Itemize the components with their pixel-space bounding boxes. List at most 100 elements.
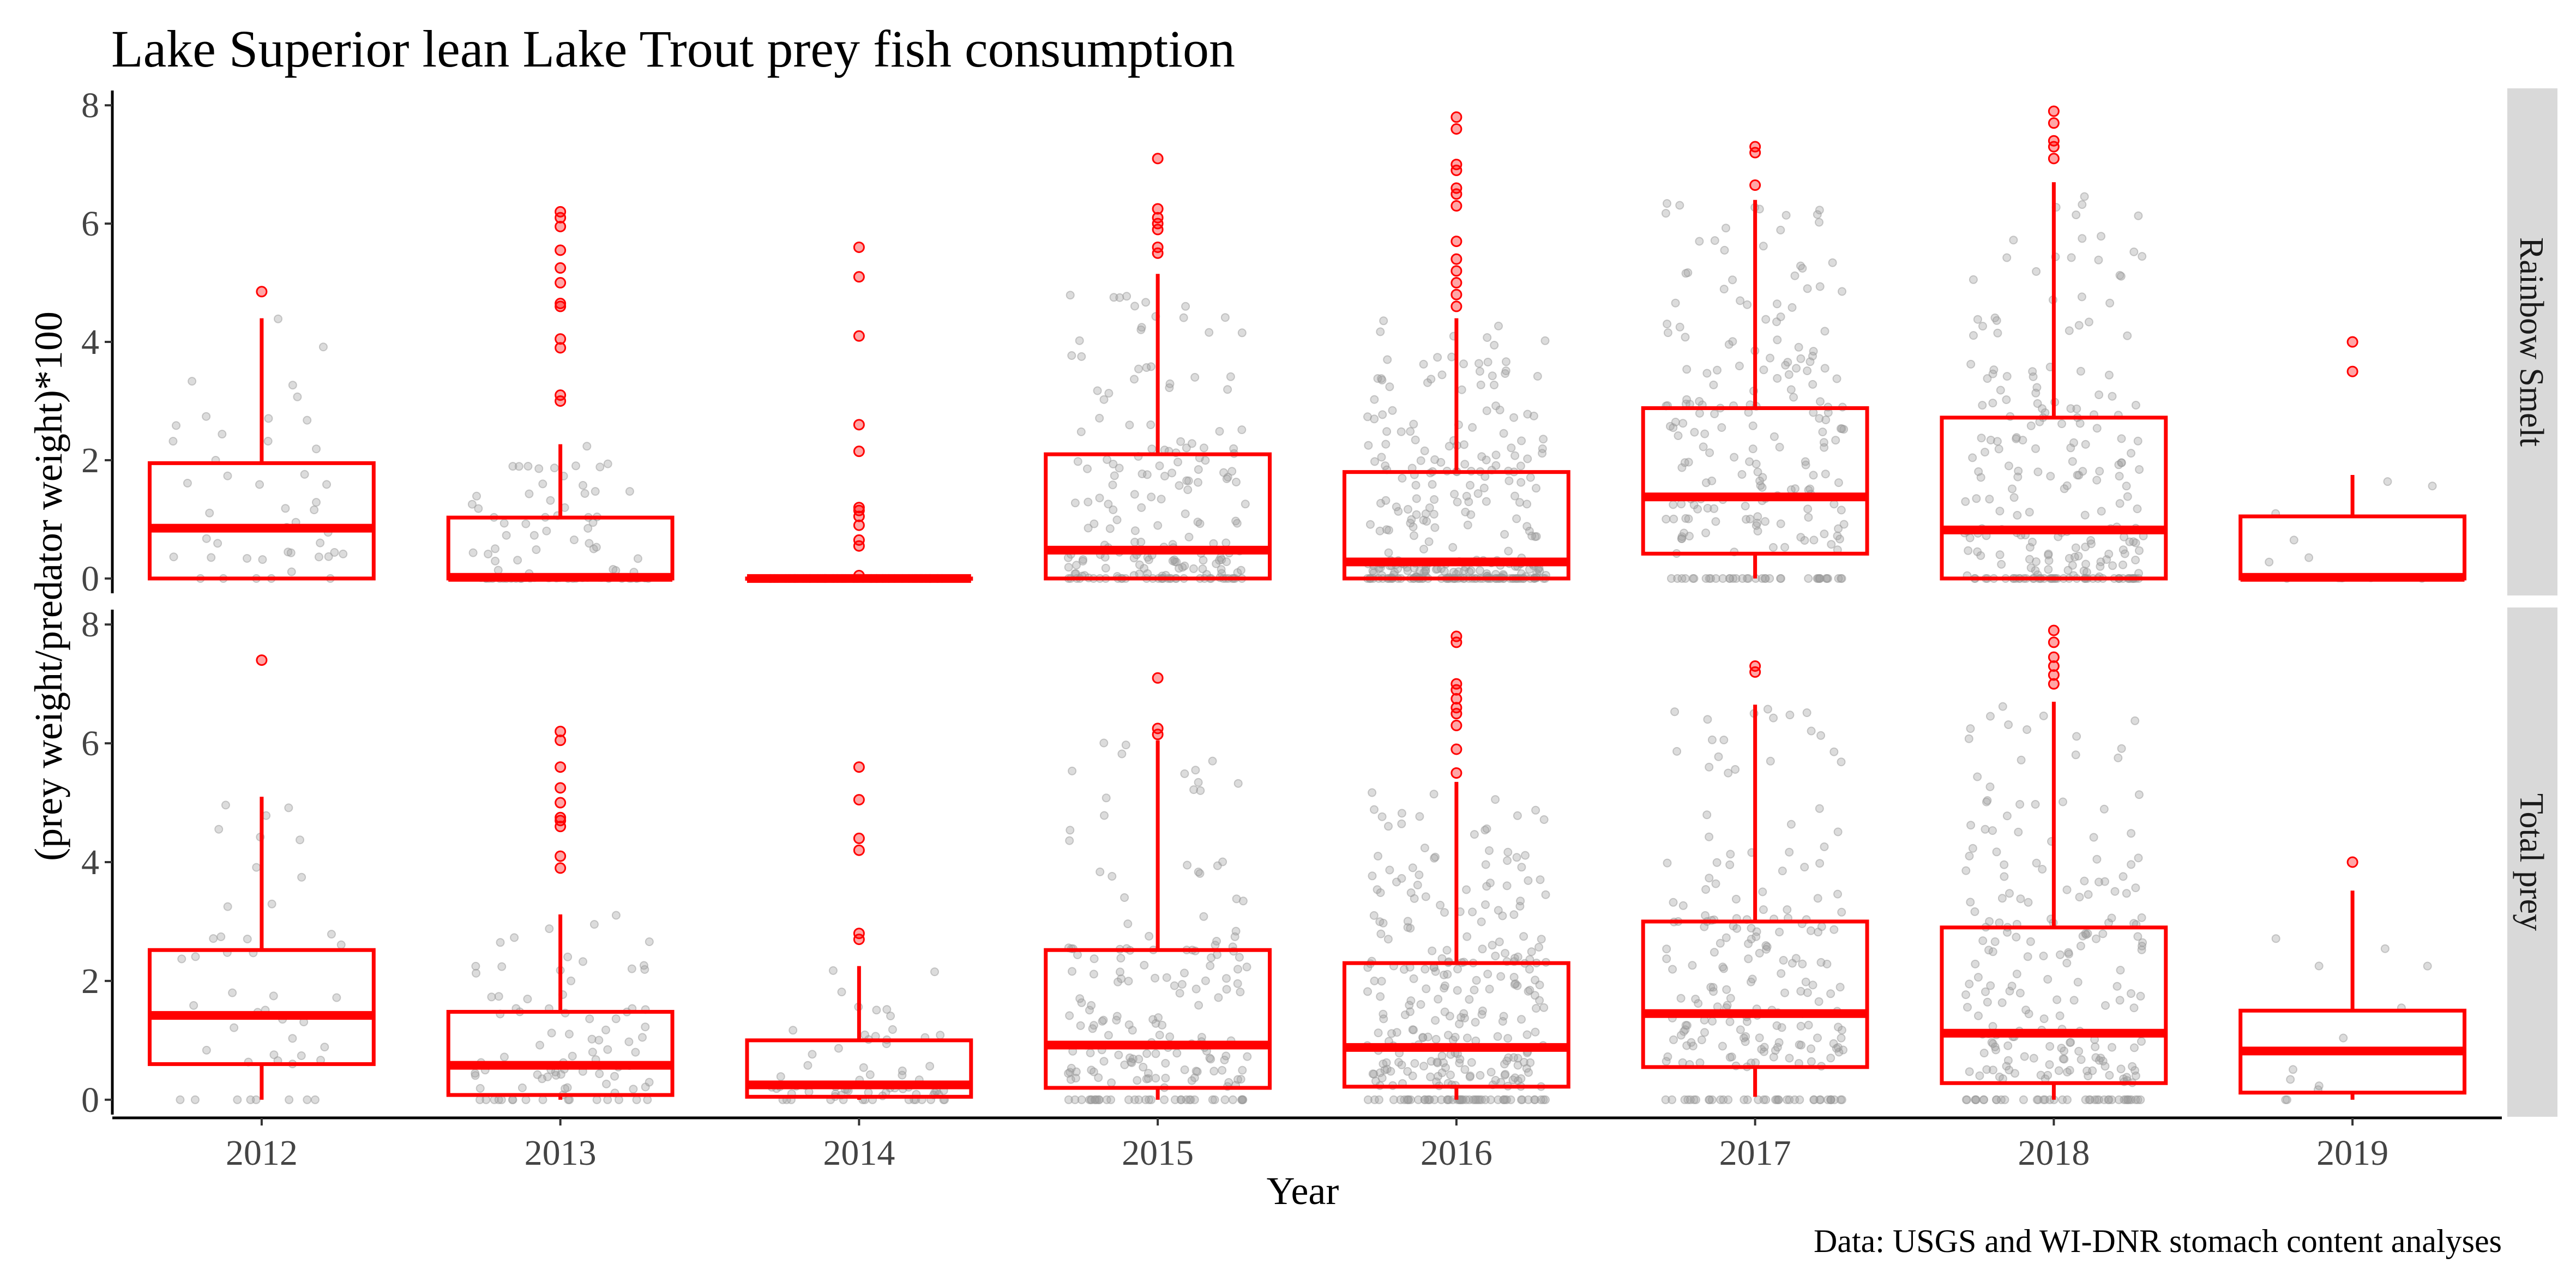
jitter-point (563, 1083, 572, 1092)
jitter-point (2127, 449, 2135, 458)
jitter-point (1137, 503, 1146, 512)
jitter-point (1787, 959, 1797, 968)
jitter-point (2108, 561, 2117, 570)
jitter-point (1681, 269, 1690, 278)
jitter-point (1820, 529, 1829, 539)
jitter-point (2057, 419, 2066, 429)
box-2014 (745, 241, 973, 583)
jitter-point (571, 461, 580, 471)
jitter-point (1700, 922, 1709, 931)
jitter-point (1661, 209, 1670, 218)
jitter-point (629, 1085, 638, 1094)
jitter-point (1440, 908, 1449, 917)
jitter-point (2068, 561, 2077, 570)
jitter-point (1075, 994, 1085, 1003)
jitter-point (2095, 467, 2104, 476)
jitter-point (324, 552, 333, 561)
jitter-point (1969, 331, 1978, 340)
jitter-point (1406, 1095, 1415, 1104)
jitter-point (1772, 299, 1781, 309)
jitter-point (1703, 715, 1712, 724)
jitter-point (1773, 374, 1782, 383)
jitter-point (2137, 913, 2146, 922)
jitter-point (1736, 296, 1745, 305)
jitter-point (1815, 218, 1823, 227)
jitter-point (1525, 985, 1534, 995)
jitter-point (1535, 980, 1544, 990)
jitter-point (2118, 872, 2128, 881)
jitter-point (1379, 918, 1388, 928)
jitter-point (1488, 371, 1497, 381)
jitter-point (1105, 524, 1115, 533)
y-tick-label: 8 (81, 605, 99, 645)
jitter-point (1985, 917, 1994, 926)
jitter-point (1130, 526, 1140, 535)
jitter-point (1096, 867, 1105, 876)
jitter-point (1064, 1069, 1073, 1078)
jitter-point (2004, 720, 2013, 729)
jitter-point (2130, 1043, 2139, 1052)
jitter-point (1207, 953, 1216, 962)
jitter-point (285, 1095, 294, 1104)
jitter-point (1740, 1095, 1749, 1104)
jitter-point (1180, 561, 1189, 570)
jitter-point (2138, 252, 2147, 261)
jitter-point (1238, 1066, 1247, 1075)
jitter-point (336, 940, 346, 949)
jitter-point (2076, 941, 2085, 950)
jitter-point (1490, 381, 1498, 389)
jitter-point (263, 437, 273, 446)
jitter-point (601, 1025, 610, 1034)
outlier-point (853, 502, 865, 514)
jitter-point (1429, 790, 1439, 799)
jitter-point (803, 1061, 812, 1070)
jitter-point (888, 1025, 897, 1034)
box-2016 (1342, 111, 1570, 583)
jitter-point (1981, 824, 1990, 834)
jitter-point (2043, 1070, 2053, 1080)
jitter-point (1388, 406, 1397, 415)
jitter-point (1170, 981, 1179, 990)
jitter-point (1736, 1025, 1745, 1034)
jitter-point (2039, 952, 2048, 961)
jitter-point (1805, 484, 1815, 493)
jitter-point (1719, 285, 1729, 294)
jitter-point (1826, 989, 1835, 998)
jitter-point (1155, 461, 1164, 471)
jitter-point (189, 1001, 198, 1010)
jitter-point (1117, 974, 1126, 983)
jitter-point (476, 1084, 485, 1093)
jitter-point (1130, 302, 1139, 311)
jitter-point (1534, 943, 1543, 952)
outlier-point (1152, 723, 1164, 735)
jitter-point (1238, 896, 1248, 906)
jitter-point (1525, 965, 1534, 974)
jitter-point (633, 554, 642, 563)
jitter-point (2078, 234, 2087, 243)
jitter-point (1525, 526, 1534, 535)
jitter-point (1196, 786, 1205, 795)
jitter-point (1397, 427, 1406, 436)
jitter-point (1153, 521, 1163, 530)
outlier-point (2048, 117, 2060, 129)
jitter-point (2077, 1055, 2086, 1064)
jitter-point (2005, 986, 2014, 996)
jitter-point (1370, 976, 1379, 985)
jitter-point (2002, 1062, 2011, 1071)
jitter-point (1981, 448, 1989, 457)
jitter-point (1726, 850, 1735, 859)
jitter-point (1112, 1012, 1122, 1021)
jitter-point (2092, 476, 2102, 485)
jitter-point (1780, 988, 1789, 997)
box-body (1641, 406, 1869, 556)
jitter-point (2383, 477, 2392, 486)
jitter-point (1511, 979, 1520, 988)
jitter-point (1363, 987, 1372, 996)
jitter-point (1471, 1018, 1480, 1027)
box-body (1044, 948, 1272, 1090)
jitter-point (223, 902, 232, 911)
jitter-point (2080, 192, 2089, 201)
jitter-point (1988, 826, 1997, 835)
outlier-point (1152, 153, 1164, 165)
jitter-point (2127, 829, 2136, 838)
